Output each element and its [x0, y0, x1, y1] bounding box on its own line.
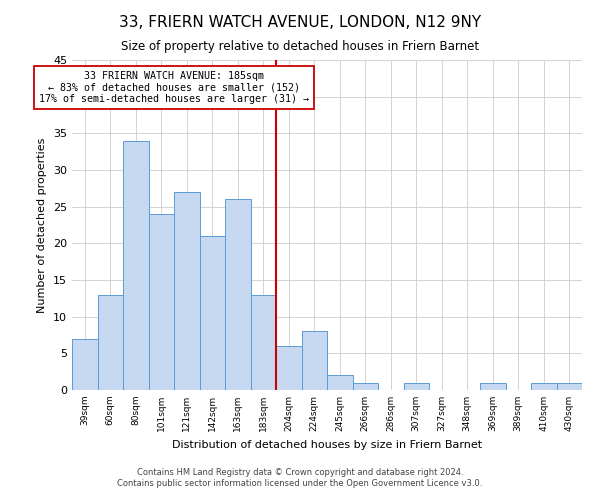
Bar	[149, 214, 174, 390]
Text: Size of property relative to detached houses in Friern Barnet: Size of property relative to detached ho…	[121, 40, 479, 53]
Bar	[199, 236, 225, 390]
Bar	[302, 332, 327, 390]
Bar	[123, 140, 149, 390]
Text: 33 FRIERN WATCH AVENUE: 185sqm
← 83% of detached houses are smaller (152)
17% of: 33 FRIERN WATCH AVENUE: 185sqm ← 83% of …	[39, 71, 309, 104]
Bar	[531, 382, 557, 390]
Bar	[480, 382, 505, 390]
Bar	[225, 200, 251, 390]
Bar	[174, 192, 199, 390]
Bar	[404, 382, 429, 390]
Bar	[72, 338, 97, 390]
X-axis label: Distribution of detached houses by size in Friern Barnet: Distribution of detached houses by size …	[172, 440, 482, 450]
Bar	[327, 376, 353, 390]
Text: Contains HM Land Registry data © Crown copyright and database right 2024.
Contai: Contains HM Land Registry data © Crown c…	[118, 468, 482, 487]
Bar	[353, 382, 378, 390]
Y-axis label: Number of detached properties: Number of detached properties	[37, 138, 47, 312]
Bar	[97, 294, 123, 390]
Bar	[276, 346, 302, 390]
Text: 33, FRIERN WATCH AVENUE, LONDON, N12 9NY: 33, FRIERN WATCH AVENUE, LONDON, N12 9NY	[119, 15, 481, 30]
Bar	[251, 294, 276, 390]
Bar	[557, 382, 582, 390]
